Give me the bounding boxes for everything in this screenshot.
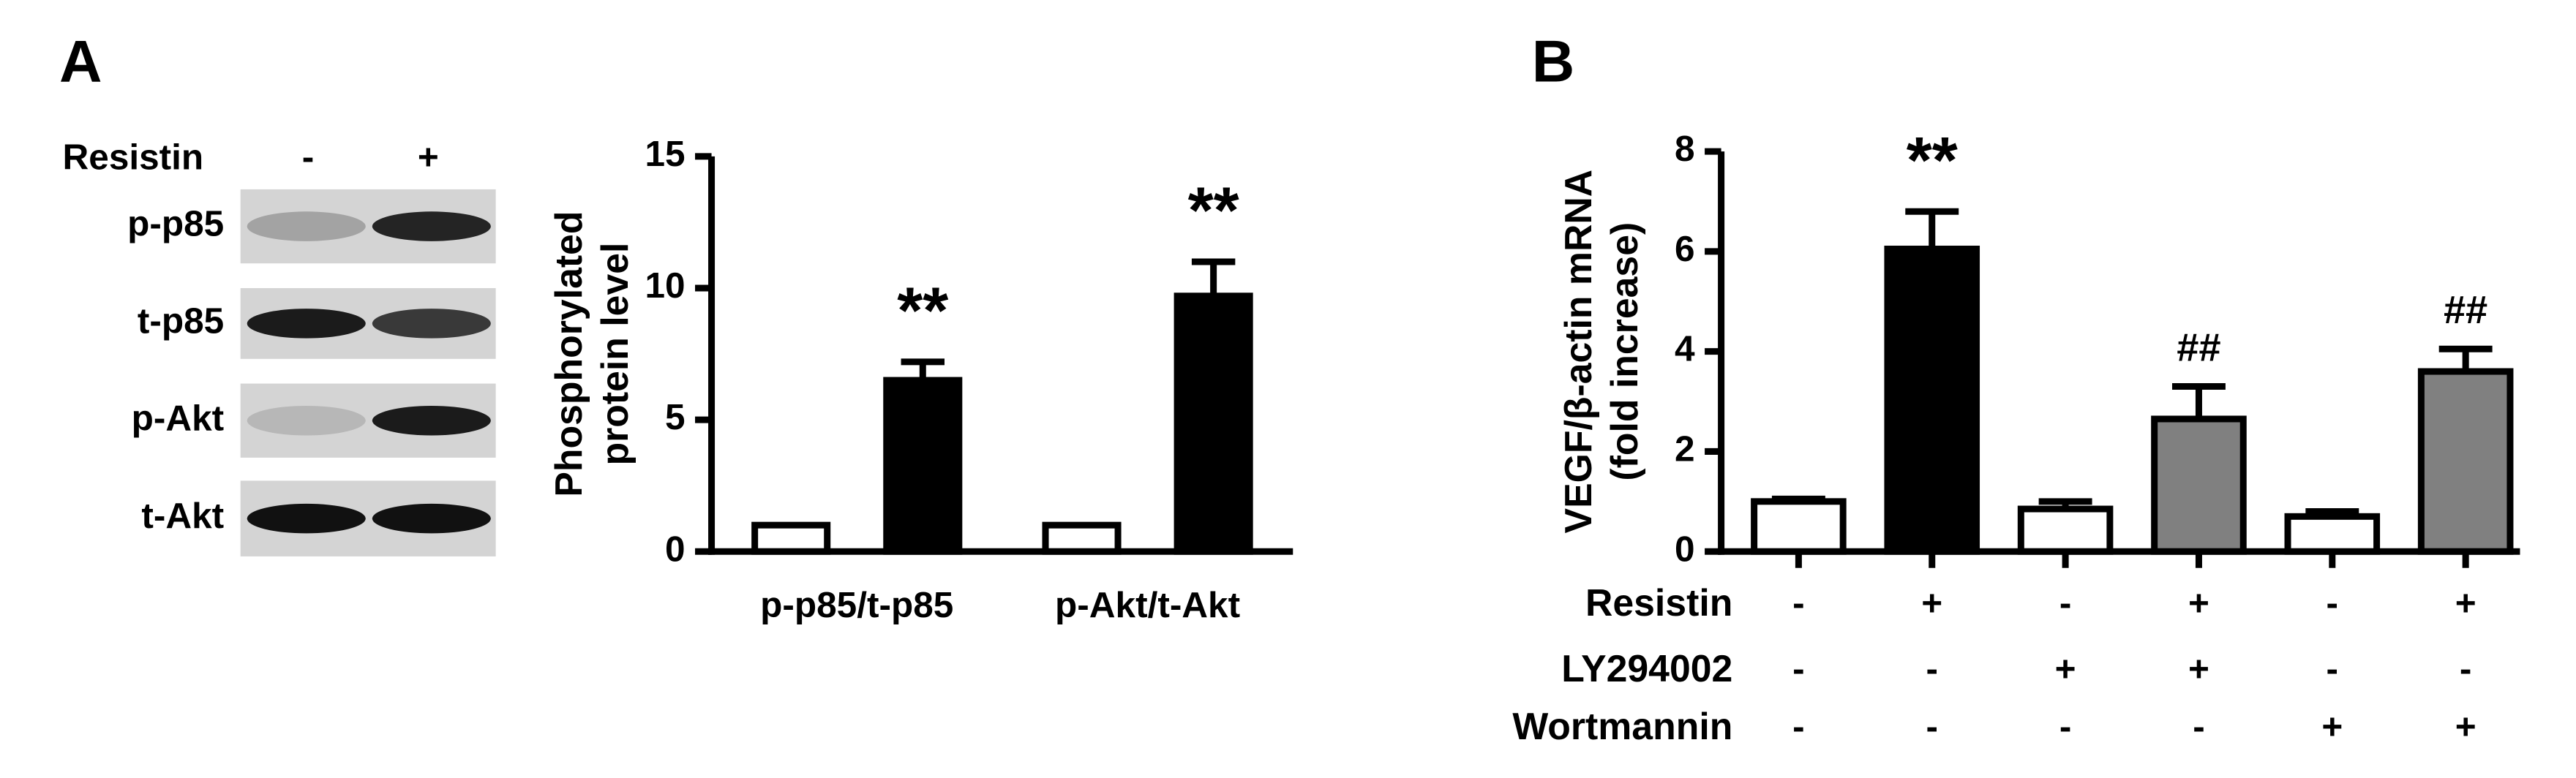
condition-value: + [2455,706,2477,747]
condition-value: - [2460,649,2472,690]
bar [751,521,831,555]
y-tick-label: 5 [665,397,686,437]
y-tick-label: 10 [645,265,685,306]
significance-label: ** [1188,174,1239,248]
condition-value: - [1792,706,1805,747]
condition-value: - [2327,584,2339,624]
condition-value: - [2059,706,2072,747]
blot-header: Resistin [63,137,204,177]
condition-value: + [2455,584,2477,624]
condition-value: - [1926,706,1939,747]
blot-row-label: p-Akt [132,398,225,438]
bar [1042,521,1122,555]
condition-value: - [2059,584,2072,624]
lane-label: - [302,137,315,177]
y-tick-label: 0 [665,529,686,569]
condition-value: - [1792,584,1805,624]
blot-band [372,503,491,534]
bar [2017,505,2114,555]
x-tick-label: p-Akt/t-Akt [1055,585,1240,625]
bar [883,377,963,555]
blot-row-label: p-p85 [127,204,224,244]
condition-label: LY294002 [1561,647,1732,690]
x-tick-label: p-p85/t-p85 [760,585,953,625]
blot-band [247,211,366,241]
blot-row-label: t-Akt [141,496,224,536]
bar [2417,368,2514,555]
bar [1174,292,1253,555]
significance-label: ** [897,274,948,348]
significance-label: ** [1907,124,1958,197]
blot-band [372,309,491,339]
y-axis-label: protein level [593,243,636,466]
y-axis-label: (fold increase) [1603,222,1645,481]
blot-band [372,211,491,241]
blot-band [247,309,366,339]
lane-label: + [418,137,439,177]
condition-value: + [2055,649,2076,690]
condition-value: - [2193,706,2205,747]
y-tick-label: 8 [1675,129,1695,169]
western-blot: Resistin - + [63,137,439,177]
condition-value: + [2188,584,2209,624]
bar [1751,498,1847,555]
condition-value: - [1792,649,1805,690]
y-tick-label: 6 [1675,229,1695,269]
blot-band [372,405,491,436]
condition-value: + [2321,706,2343,747]
blot-band [247,503,366,534]
blot-row-label: t-p85 [138,301,224,341]
significance-label: ## [2444,288,2487,332]
condition-value: + [2188,649,2209,690]
y-tick-label: 4 [1675,329,1695,369]
bar [2284,513,2381,555]
blot-band [247,405,366,436]
panel-label: A [59,29,102,94]
condition-value: - [2327,649,2339,690]
bar [1884,245,1980,555]
condition-label: Wortmannin [1512,705,1732,747]
panel-label: B [1532,29,1575,94]
y-tick-label: 0 [1675,529,1695,569]
condition-label: Resistin [1585,581,1732,624]
bar [2151,415,2247,555]
y-axis-label: VEGF/β-actin mRNA [1557,170,1599,534]
condition-value: + [1921,584,1942,624]
y-tick-label: 2 [1675,429,1695,469]
y-axis-label: Phosphorylated [547,211,590,496]
condition-value: - [1926,649,1939,690]
significance-label: ## [2177,325,2220,369]
y-tick-label: 15 [645,134,685,174]
